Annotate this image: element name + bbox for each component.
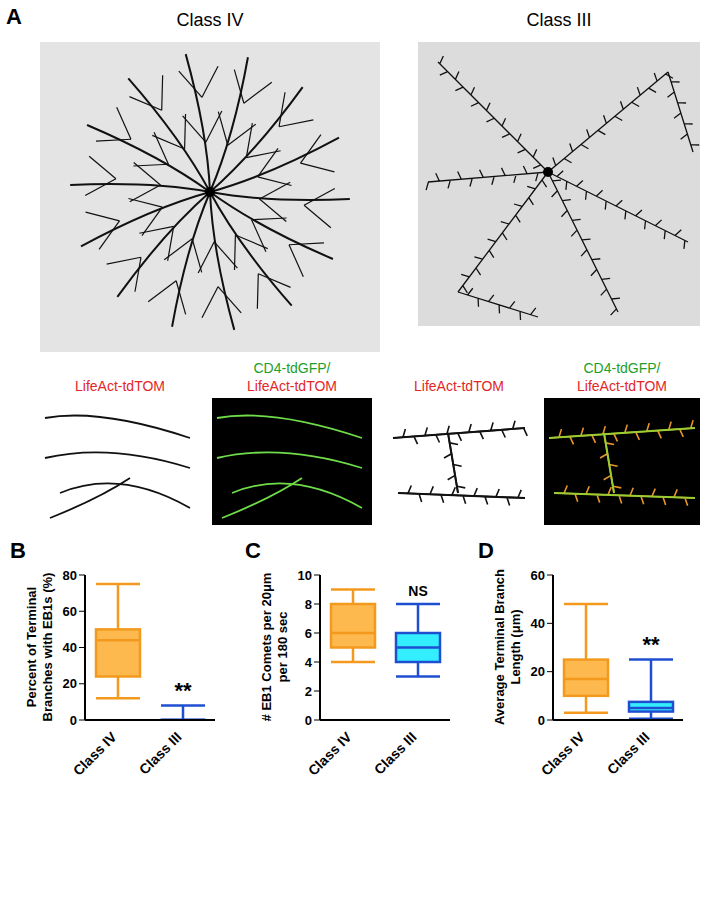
svg-text:Class IV: Class IV xyxy=(70,728,120,778)
svg-text:NS: NS xyxy=(408,583,427,599)
svg-text:40: 40 xyxy=(63,640,77,655)
svg-text:40: 40 xyxy=(531,616,545,631)
svg-text:0: 0 xyxy=(538,713,545,728)
svg-text:Class IV: Class IV xyxy=(305,728,355,778)
svg-text:60: 60 xyxy=(531,568,545,583)
svg-text:8: 8 xyxy=(305,597,312,612)
svg-text:0: 0 xyxy=(70,713,77,728)
html-text:# EB1 Comets per 20μm per 180: # EB1 Comets per 20μm per 180 sec xyxy=(259,572,290,722)
html-text:C: C xyxy=(245,538,261,563)
svg-text:2: 2 xyxy=(305,684,312,699)
svg-text:Class III: Class III xyxy=(371,729,420,778)
html-text:LifeAct-tdTOM: LifeAct-tdTOM xyxy=(247,378,337,394)
svg-text:6: 6 xyxy=(305,626,312,641)
html-text:LifeAct-tdTOM: LifeAct-tdTOM xyxy=(414,378,504,394)
svg-text:Class III: Class III xyxy=(136,729,185,778)
svg-text:80: 80 xyxy=(63,568,77,583)
html-text:CD4-tdGFP/: CD4-tdGFP/ xyxy=(253,360,331,376)
svg-text:0: 0 xyxy=(305,713,312,728)
svg-text:**: ** xyxy=(174,678,192,703)
html-text:B: B xyxy=(10,538,26,563)
html-text:LifeAct-tdTOM: LifeAct-tdTOM xyxy=(577,378,667,394)
html-text:D: D xyxy=(478,538,494,563)
html-text:Class IV: Class IV xyxy=(176,10,244,30)
svg-text:20: 20 xyxy=(63,676,77,691)
svg-text:10: 10 xyxy=(298,568,312,583)
svg-text:60: 60 xyxy=(63,604,77,619)
svg-text:Class III: Class III xyxy=(604,729,653,778)
html-text:A: A xyxy=(6,4,22,29)
html-text:Class III: Class III xyxy=(526,10,592,30)
html-text:CD4-tdGFP/: CD4-tdGFP/ xyxy=(583,360,661,376)
html-text:Average Terminal Branch Length: Average Terminal Branch Length (μm) xyxy=(492,569,523,725)
svg-text:4: 4 xyxy=(305,655,313,670)
html-text:LifeAct-tdTOM: LifeAct-tdTOM xyxy=(75,378,165,394)
svg-text:Class IV: Class IV xyxy=(538,728,588,778)
html-text:Percent of Terminal Branches w: Percent of Terminal Branches with EB1s (… xyxy=(24,572,55,722)
svg-text:20: 20 xyxy=(531,664,545,679)
svg-text:**: ** xyxy=(642,632,660,657)
